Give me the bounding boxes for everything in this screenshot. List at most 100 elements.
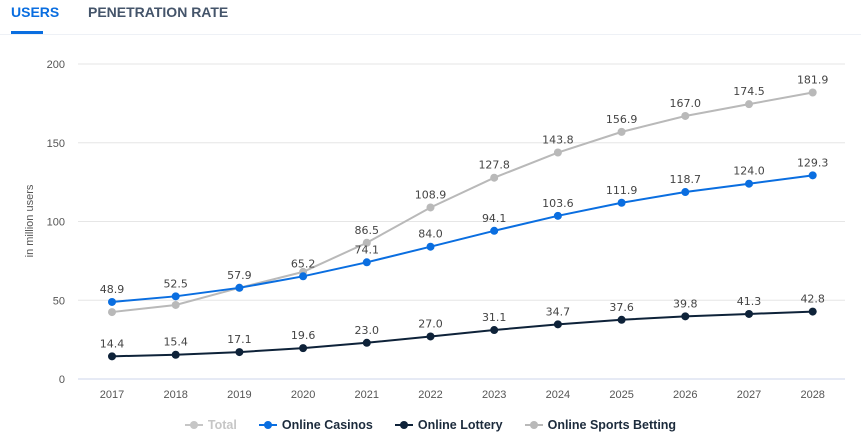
data-label-online-casinos: 57.9 bbox=[227, 269, 252, 282]
data-label-online-casinos: 52.5 bbox=[163, 277, 188, 290]
tab-penetration-rate[interactable]: PENETRATION RATE bbox=[88, 4, 229, 20]
data-point-online-casinos bbox=[553, 211, 562, 220]
data-label-online-lottery: 41.3 bbox=[737, 295, 762, 308]
data-label-online-casinos: 103.6 bbox=[542, 197, 574, 210]
legend-label: Total bbox=[207, 418, 237, 432]
data-label-online-sports-betting: 86.5 bbox=[355, 224, 380, 237]
data-point-online-lottery bbox=[235, 348, 244, 357]
data-point-online-casinos bbox=[808, 171, 817, 180]
data-point-online-sports-betting bbox=[553, 148, 562, 157]
y-tick-label: 200 bbox=[47, 59, 65, 71]
data-point-online-lottery bbox=[426, 332, 435, 341]
data-point-online-lottery bbox=[362, 338, 371, 347]
data-point-online-casinos bbox=[745, 179, 753, 188]
data-label-online-lottery: 23.0 bbox=[355, 324, 380, 337]
data-label-online-casinos: 111.9 bbox=[606, 184, 638, 197]
data-point-online-lottery bbox=[617, 315, 626, 324]
data-label-online-sports-betting: 174.5 bbox=[733, 85, 765, 98]
x-tick-label: 2017 bbox=[100, 389, 124, 401]
data-point-online-lottery bbox=[108, 352, 116, 361]
data-label-online-sports-betting: 127.8 bbox=[478, 159, 510, 172]
data-label-online-casinos: 84.0 bbox=[418, 228, 443, 241]
active-tab-indicator bbox=[11, 31, 43, 34]
data-point-online-lottery bbox=[299, 344, 308, 353]
x-tick-label: 2025 bbox=[609, 389, 633, 401]
y-axis-label: in million users bbox=[24, 184, 36, 257]
data-label-online-casinos: 118.7 bbox=[670, 173, 702, 186]
legend-item-online-lottery[interactable]: Online Lottery bbox=[394, 418, 503, 432]
data-point-online-sports-betting bbox=[362, 238, 371, 247]
data-point-online-sports-betting bbox=[490, 173, 499, 182]
data-point-online-lottery bbox=[808, 307, 817, 316]
data-point-online-casinos bbox=[171, 292, 180, 301]
x-tick-label: 2020 bbox=[291, 389, 315, 401]
data-label-online-lottery: 42.8 bbox=[800, 293, 825, 306]
data-label-online-lottery: 15.4 bbox=[163, 336, 188, 349]
data-point-online-lottery bbox=[171, 350, 180, 359]
data-point-online-casinos bbox=[681, 188, 690, 197]
legend-item-online-sports-betting[interactable]: Online Sports Betting bbox=[524, 418, 676, 432]
series-line-online-lottery bbox=[111, 310, 813, 358]
x-tick-label: 2021 bbox=[355, 389, 379, 401]
data-label-online-casinos: 65.2 bbox=[291, 257, 316, 270]
data-point-online-sports-betting bbox=[745, 100, 753, 109]
x-tick-label: 2019 bbox=[227, 389, 251, 401]
data-label-online-casinos: 124.0 bbox=[733, 165, 765, 178]
data-point-online-lottery bbox=[681, 312, 690, 321]
x-tick-label: 2024 bbox=[546, 389, 570, 401]
data-point-online-casinos bbox=[426, 242, 435, 251]
data-label-online-lottery: 17.1 bbox=[227, 333, 252, 346]
data-label-online-lottery: 39.8 bbox=[673, 297, 698, 310]
data-point-online-sports-betting bbox=[108, 308, 116, 317]
data-point-online-casinos bbox=[299, 272, 308, 281]
data-point-online-lottery bbox=[553, 320, 562, 329]
data-point-online-casinos bbox=[617, 198, 626, 207]
data-label-online-lottery: 37.6 bbox=[609, 301, 634, 314]
data-label-online-lottery: 19.6 bbox=[291, 329, 316, 342]
y-tick-label: 150 bbox=[47, 138, 65, 150]
data-point-online-casinos bbox=[490, 226, 499, 235]
y-tick-label: 50 bbox=[53, 295, 65, 307]
data-label-online-lottery: 31.1 bbox=[482, 311, 507, 324]
x-tick-label: 2027 bbox=[737, 389, 761, 401]
x-tick-label: 2023 bbox=[482, 389, 506, 401]
legend: Total Online Casinos Online Lottery Onli… bbox=[0, 418, 861, 432]
data-label-online-sports-betting: 181.9 bbox=[797, 74, 829, 87]
legend-marker-icon bbox=[184, 421, 203, 429]
data-label-online-casinos: 74.1 bbox=[355, 243, 380, 256]
data-label-online-sports-betting: 167.0 bbox=[670, 97, 702, 110]
legend-label: Online Casinos bbox=[281, 418, 373, 432]
legend-item-online-casinos[interactable]: Online Casinos bbox=[258, 418, 373, 432]
data-point-online-casinos bbox=[235, 283, 244, 292]
legend-marker-icon bbox=[258, 421, 277, 429]
data-point-online-casinos bbox=[362, 258, 371, 267]
legend-label: Online Lottery bbox=[417, 418, 503, 432]
x-tick-label: 2028 bbox=[800, 389, 824, 401]
data-label-online-lottery: 27.0 bbox=[418, 317, 443, 330]
data-point-online-casinos bbox=[108, 297, 116, 306]
data-label-online-sports-betting: 156.9 bbox=[606, 113, 638, 126]
data-point-online-sports-betting bbox=[617, 127, 626, 136]
legend-item-total[interactable]: Total bbox=[184, 418, 237, 432]
legend-marker-icon bbox=[524, 421, 543, 429]
data-point-online-sports-betting bbox=[681, 111, 690, 120]
data-point-online-sports-betting bbox=[426, 203, 435, 212]
y-tick-label: 0 bbox=[59, 374, 65, 386]
x-tick-label: 2022 bbox=[418, 389, 442, 401]
y-tick-label: 100 bbox=[47, 217, 65, 229]
data-point-online-sports-betting bbox=[171, 300, 180, 309]
data-point-online-lottery bbox=[490, 326, 499, 335]
tab-users[interactable]: USERS bbox=[11, 4, 60, 20]
line-chart: 0 50 100 150 200 in million users 2017 2018 2019… bbox=[24, 59, 845, 401]
data-point-online-sports-betting bbox=[808, 88, 817, 97]
data-label-online-casinos: 129.3 bbox=[797, 156, 829, 169]
data-label-online-casinos: 94.1 bbox=[482, 212, 507, 225]
data-label-online-lottery: 34.7 bbox=[546, 305, 571, 318]
x-tick-label: 2026 bbox=[673, 389, 697, 401]
series-line-online-sports-betting bbox=[111, 91, 813, 314]
data-point-online-lottery bbox=[745, 309, 753, 318]
x-tick-label: 2018 bbox=[163, 389, 187, 401]
data-label-online-casinos: 48.9 bbox=[100, 283, 125, 296]
data-label-online-sports-betting: 143.8 bbox=[542, 134, 574, 147]
tab-bar: USERS PENETRATION RATE bbox=[0, 0, 861, 35]
